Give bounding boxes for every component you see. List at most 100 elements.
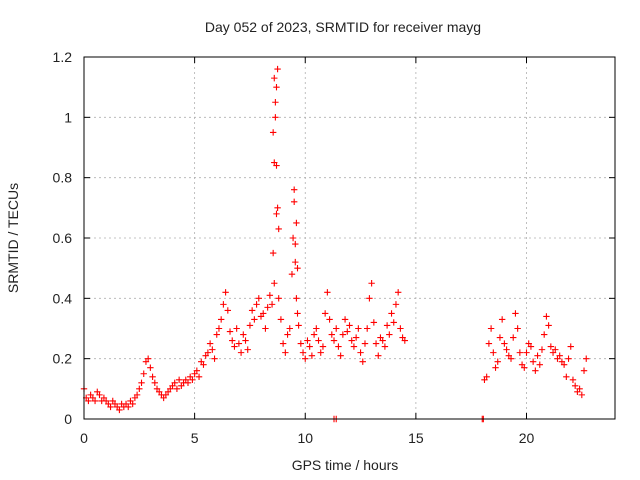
data-point bbox=[149, 373, 156, 380]
data-point bbox=[304, 337, 311, 344]
data-point bbox=[264, 304, 271, 311]
data-point bbox=[184, 379, 192, 386]
data-point bbox=[195, 373, 203, 380]
data-point bbox=[292, 258, 299, 266]
data-point bbox=[308, 352, 316, 359]
grid-lines bbox=[84, 57, 615, 419]
data-point bbox=[171, 379, 178, 386]
x-tick-label: 10 bbox=[297, 430, 313, 446]
data-point bbox=[346, 322, 353, 329]
data-point bbox=[496, 334, 504, 341]
data-point bbox=[578, 391, 586, 399]
data-point bbox=[294, 310, 301, 317]
data-point bbox=[521, 364, 528, 371]
y-tick-label: 0.2 bbox=[53, 351, 73, 367]
data-point bbox=[348, 337, 355, 344]
y-tick-label: 0.4 bbox=[53, 290, 73, 306]
data-point bbox=[516, 349, 524, 356]
data-point bbox=[200, 361, 207, 368]
data-point bbox=[560, 361, 568, 368]
data-point bbox=[379, 337, 386, 344]
data-point bbox=[129, 400, 136, 408]
data-point bbox=[277, 316, 285, 323]
data-point bbox=[364, 325, 371, 332]
data-point bbox=[501, 340, 508, 347]
data-point bbox=[233, 325, 240, 332]
data-point bbox=[251, 316, 258, 323]
data-point bbox=[487, 325, 495, 332]
data-point bbox=[483, 373, 490, 380]
data-point bbox=[576, 385, 583, 393]
data-point bbox=[498, 316, 506, 323]
data-point bbox=[244, 346, 251, 353]
data-point bbox=[284, 331, 291, 338]
data-point bbox=[282, 349, 289, 356]
data-point bbox=[310, 331, 318, 338]
y-tick-label: 0.8 bbox=[53, 170, 73, 186]
data-point bbox=[507, 355, 515, 362]
data-point bbox=[370, 319, 378, 326]
data-point bbox=[204, 349, 212, 356]
data-point bbox=[375, 352, 382, 359]
data-point bbox=[290, 186, 298, 193]
data-point bbox=[359, 358, 366, 365]
data-point bbox=[372, 340, 380, 347]
data-point bbox=[313, 325, 320, 332]
data-point bbox=[319, 343, 327, 350]
data-point bbox=[240, 331, 247, 338]
data-point bbox=[532, 367, 539, 374]
x-tick-label: 15 bbox=[408, 430, 424, 446]
data-point bbox=[394, 289, 402, 296]
data-point bbox=[302, 355, 309, 362]
data-point bbox=[397, 325, 404, 332]
data-point bbox=[290, 198, 298, 205]
data-point bbox=[272, 99, 279, 106]
data-point bbox=[138, 379, 145, 386]
y-tick-labels: 0 0.2 0.4 0.6 0.8 1 1.2 bbox=[53, 49, 73, 427]
data-point bbox=[567, 343, 574, 350]
axis-ticks bbox=[83, 56, 615, 420]
data-point bbox=[324, 289, 331, 296]
data-point bbox=[144, 355, 152, 362]
data-point bbox=[538, 346, 546, 353]
data-point bbox=[189, 376, 196, 383]
data-point bbox=[571, 382, 579, 390]
data-point bbox=[266, 292, 274, 299]
data-point bbox=[269, 129, 277, 136]
data-point bbox=[321, 310, 329, 317]
data-point bbox=[536, 361, 543, 368]
data-point bbox=[279, 340, 287, 347]
data-point bbox=[274, 204, 281, 212]
data-point bbox=[392, 301, 400, 308]
x-axis-label: GPS time / hours bbox=[292, 457, 399, 473]
data-point bbox=[229, 337, 236, 344]
data-point bbox=[213, 331, 220, 338]
data-point bbox=[175, 376, 183, 383]
data-point bbox=[326, 316, 333, 323]
data-point bbox=[222, 289, 229, 296]
data-point bbox=[556, 352, 563, 359]
data-point bbox=[341, 316, 349, 323]
data-point bbox=[293, 219, 300, 227]
data-point bbox=[116, 406, 123, 414]
data-points bbox=[80, 65, 590, 423]
data-point bbox=[136, 385, 143, 393]
data-point bbox=[286, 325, 293, 332]
data-point bbox=[514, 325, 521, 332]
data-point bbox=[273, 210, 280, 218]
data-point bbox=[381, 343, 389, 350]
data-point bbox=[580, 367, 588, 374]
data-point bbox=[274, 65, 281, 73]
data-point bbox=[294, 264, 301, 272]
data-point bbox=[563, 373, 570, 380]
data-point bbox=[383, 322, 391, 329]
data-point bbox=[147, 364, 154, 371]
data-point bbox=[337, 352, 344, 359]
data-point bbox=[512, 310, 519, 317]
data-point bbox=[401, 337, 409, 344]
data-point bbox=[339, 331, 347, 338]
data-point bbox=[333, 325, 340, 332]
chart-title: Day 052 of 2023, SRMTID for receiver may… bbox=[205, 19, 481, 35]
data-point bbox=[366, 295, 373, 302]
